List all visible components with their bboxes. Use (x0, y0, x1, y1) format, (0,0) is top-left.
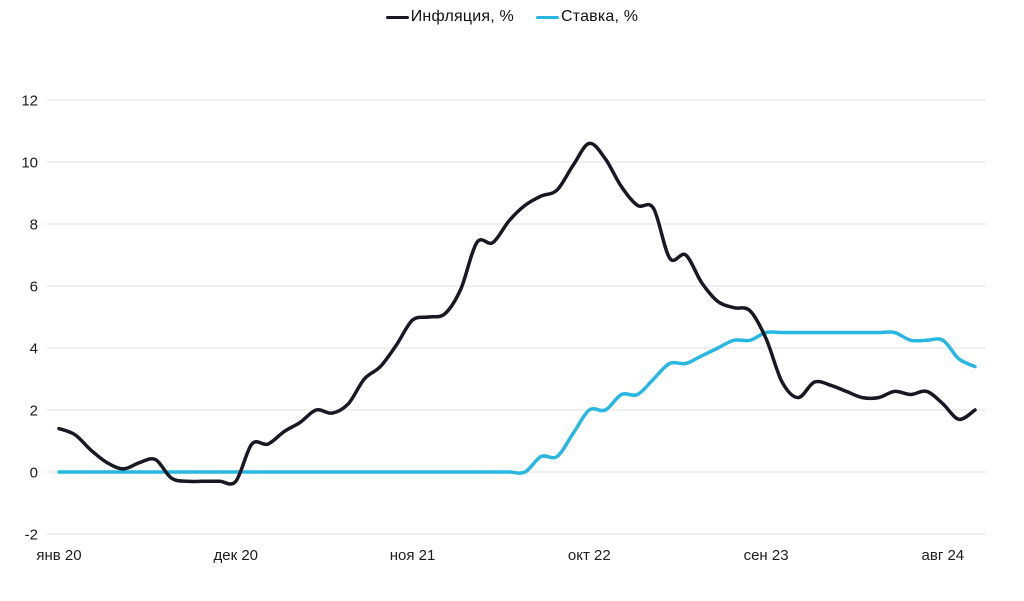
legend-label-rate: Ставка, % (560, 8, 639, 25)
y-axis-label: 4 (30, 341, 38, 358)
inflation-line (57, 141, 977, 486)
y-axis-label: 12 (21, 93, 38, 110)
y-axis-label: 2 (30, 403, 38, 420)
y-axis-label: 10 (21, 155, 38, 172)
x-axis-label: авг 24 (922, 547, 965, 564)
y-axis-label: 8 (30, 217, 38, 234)
inflation-line-swatch (385, 15, 409, 19)
x-axis-label: сен 23 (744, 547, 789, 564)
x-axis-label: дек 20 (214, 547, 259, 564)
legend-label-inflation: Инфляция, % (410, 8, 514, 25)
legend-item-inflation[interactable]: Инфляция, % (385, 8, 514, 26)
rate-line-swatch (535, 15, 559, 19)
rate-line (57, 330, 977, 475)
y-axis-label: -2 (25, 527, 38, 544)
legend-item-rate[interactable]: Ставка, % (535, 8, 639, 26)
x-axis-label: ноя 21 (390, 547, 436, 564)
legend: Инфляция, % Ставка, % (0, 8, 1024, 26)
y-axis-label: 6 (30, 279, 38, 296)
x-axis-label: окт 22 (568, 547, 611, 564)
x-axis-label: янв 20 (36, 547, 81, 564)
y-axis-label: 0 (30, 465, 38, 482)
